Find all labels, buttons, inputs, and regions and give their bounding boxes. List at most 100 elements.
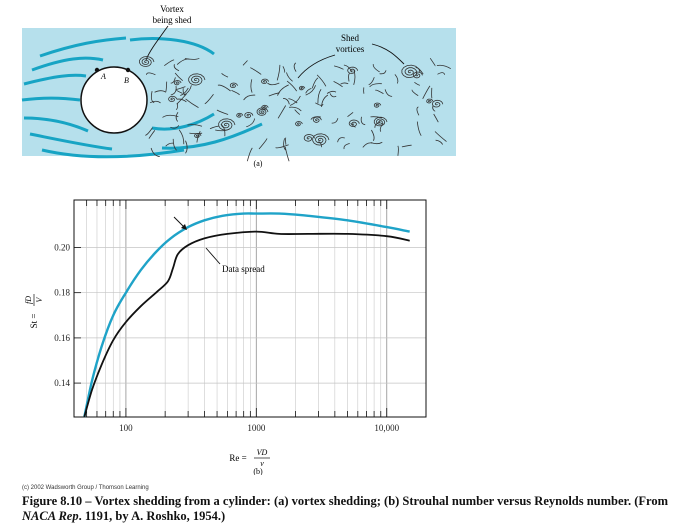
x-tick-label: 100 — [119, 423, 133, 433]
wake-squiggle — [148, 130, 156, 139]
vortex-swirl — [295, 121, 303, 127]
wake-squiggle — [170, 77, 176, 84]
wake-squiggle — [175, 86, 186, 91]
svg-text:fD: fD — [24, 296, 33, 304]
vortex-swirl — [168, 95, 178, 102]
axis-ticks: 0.14 0.16 0.18 0.20 100 1000 10,000 — [54, 200, 427, 433]
x-tick-label: 10,000 — [374, 423, 399, 433]
wake-squiggle — [305, 88, 312, 94]
wake-squiggle — [348, 73, 350, 82]
lower-series-line — [83, 230, 410, 418]
shed-vortices-leader-left — [297, 54, 336, 79]
wake-squiggle — [146, 72, 156, 76]
shed-vortices-label-line2: vortices — [336, 44, 365, 54]
wake-squiggle — [316, 74, 327, 87]
vortex-shed-label-line1: Vortex — [160, 4, 184, 14]
svg-text:V: V — [35, 296, 44, 302]
vortex-swirl — [431, 99, 444, 108]
wake-squiggle — [334, 65, 344, 70]
wake-squiggle — [321, 94, 329, 108]
wake-squiggle — [384, 89, 393, 97]
vortex-swirl — [261, 78, 269, 85]
wake-squiggle — [374, 121, 381, 128]
strouhal-reynolds-chart: 0.14 0.16 0.18 0.20 100 1000 10,000 Data sprea… — [24, 199, 427, 475]
point-b-label: B — [124, 76, 129, 85]
wake-squiggle — [145, 127, 153, 136]
wake-squiggle — [277, 84, 289, 96]
wake-squiggle — [369, 83, 382, 88]
wake-squiggle — [217, 84, 231, 92]
wake-squiggle — [333, 81, 343, 88]
streamline — [161, 122, 263, 150]
vortex-swirl — [236, 112, 244, 118]
wake-squiggle — [360, 116, 366, 126]
wake-squiggle — [170, 125, 180, 129]
svg-text:VD: VD — [257, 448, 268, 457]
wake-squiggle — [275, 144, 289, 149]
wake-squiggle — [372, 64, 380, 73]
wake-squiggle — [362, 142, 373, 148]
wake-squiggle — [414, 81, 420, 86]
wake-squiggle — [174, 72, 183, 82]
wake-squiggle — [379, 70, 387, 75]
vortex-swirl — [261, 104, 269, 110]
wake-squiggle — [242, 60, 248, 66]
vortex-swirl — [139, 56, 155, 67]
wake-squiggle — [176, 90, 183, 94]
vortex-swirl — [347, 66, 358, 74]
vortex-swirl — [412, 71, 423, 79]
y-tick-label: 0.16 — [54, 333, 70, 343]
wake-squiggle — [286, 72, 293, 82]
data-spread-leader — [205, 247, 221, 265]
wake-squiggle — [170, 86, 177, 96]
vortex-swirl — [244, 112, 254, 119]
wake-squiggle — [185, 98, 199, 108]
cylinder — [80, 66, 148, 134]
copyright-notice: (c) 2002 Wadsworth Group / Thomson Learn… — [22, 485, 149, 491]
wake-squiggle — [370, 116, 383, 119]
streamline — [23, 73, 87, 86]
wake-squiggle — [284, 146, 290, 162]
shed-vortices-leader-right — [371, 43, 405, 65]
vortex-swirl — [173, 80, 182, 86]
caption-italic: NACA Rep — [22, 509, 79, 523]
wake-squiggle — [204, 93, 214, 105]
svg-text:Re =: Re = — [229, 453, 246, 463]
wake-squiggle — [432, 105, 436, 112]
wake-squiggle — [289, 95, 301, 106]
wake-squiggle — [416, 106, 420, 116]
wake-squiggle — [331, 118, 339, 124]
wake-squiggle — [231, 90, 240, 96]
wake-squiggle — [329, 93, 337, 98]
wake-squiggle — [173, 64, 180, 72]
wake-squiggle — [165, 142, 174, 147]
caption-text-2: . 1191, by A. Roshko, 1954.) — [78, 509, 226, 523]
wake-squiggle — [243, 94, 256, 101]
wake-squiggle — [220, 124, 226, 137]
wake-squiggle — [250, 67, 262, 75]
data-series — [83, 212, 410, 418]
streamlines — [21, 36, 263, 159]
wake-squiggle — [415, 67, 424, 75]
wake-squiggle — [178, 129, 185, 145]
wake-squiggle — [311, 77, 319, 89]
vortex-swirl — [348, 119, 360, 127]
wake-squiggle — [150, 147, 160, 157]
wake-squiggle — [246, 118, 255, 128]
wake-squiggle — [176, 98, 187, 103]
wake-squiggle — [343, 143, 350, 150]
vortex-swirl — [303, 134, 315, 142]
wake-squiggle — [162, 114, 179, 118]
vortex-swirl — [373, 102, 382, 108]
wake-squiggle — [183, 85, 192, 96]
y-tick-label: 0.20 — [54, 242, 70, 252]
streamline — [23, 116, 89, 133]
vortex-swirl — [299, 85, 306, 91]
wake-squiggle — [288, 98, 298, 104]
wake-squiggle — [379, 122, 384, 132]
wake-squiggle — [401, 144, 412, 148]
wake-squiggle — [286, 80, 298, 92]
y-tick-label: 0.14 — [54, 378, 70, 388]
wake-squiggle — [317, 89, 322, 104]
vortex-swirl — [256, 107, 269, 116]
